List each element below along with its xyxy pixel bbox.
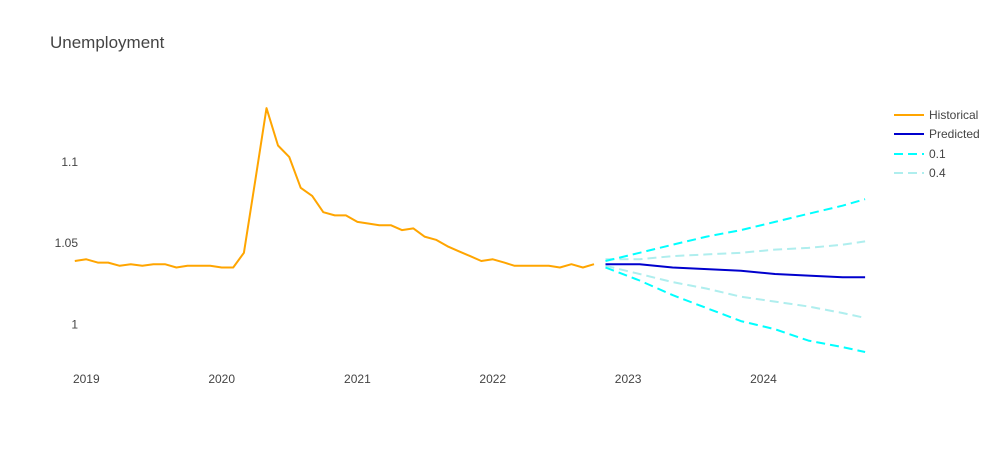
series-line-0-1-lower	[605, 266, 866, 353]
legend-item-0-1[interactable]: 0.1	[894, 144, 980, 164]
legend-swatch-historical	[894, 113, 924, 116]
series-line-0-4-lower	[605, 264, 866, 319]
series-line-historical	[74, 107, 595, 269]
y-tick-label: 1.05	[55, 236, 79, 250]
legend-label-predicted: Predicted	[929, 127, 980, 142]
legend-swatch-0-1	[894, 152, 924, 155]
legend-item-0-4[interactable]: 0.4	[894, 164, 980, 184]
legend-swatch-predicted	[894, 133, 924, 136]
series-lines	[74, 107, 866, 353]
x-tick-label: 2023	[615, 372, 642, 386]
x-tick-label: 2020	[208, 372, 235, 386]
legend-swatch-0-4	[894, 172, 924, 175]
series-line-0-4-upper	[605, 240, 866, 261]
legend: Historical Predicted 0.1 0.4	[894, 105, 980, 183]
x-tick-label: 2021	[344, 372, 371, 386]
x-tick-label: 2022	[479, 372, 506, 386]
series-line-predicted	[605, 263, 866, 279]
legend-label-0-4: 0.4	[929, 166, 946, 181]
legend-label-historical: Historical	[929, 107, 979, 122]
chart-title: Unemployment	[50, 33, 165, 52]
legend-item-predicted[interactable]: Predicted	[894, 125, 980, 145]
series-line-0-1-upper	[605, 198, 866, 262]
legend-item-historical[interactable]: Historical	[894, 105, 980, 125]
y-tick-label: 1	[71, 317, 78, 331]
x-tick-label: 2024	[750, 372, 777, 386]
y-tick-label: 1.1	[61, 155, 78, 169]
axis-ticks: 2019 2020 2021 2022 2023 2024 1 1.05 1.1	[55, 155, 778, 386]
legend-label-0-1: 0.1	[929, 146, 946, 161]
x-tick-label: 2019	[73, 372, 100, 386]
